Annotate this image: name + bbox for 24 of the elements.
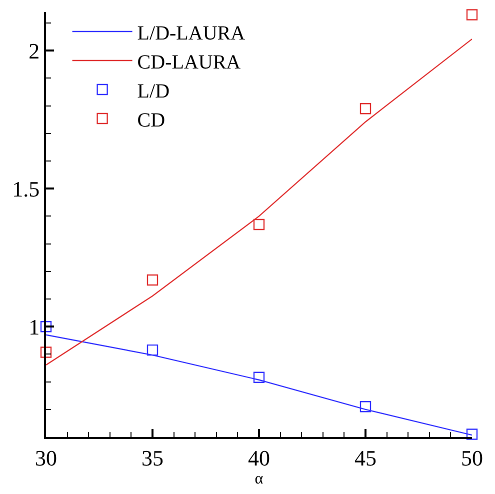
point bbox=[146, 274, 158, 286]
point bbox=[40, 346, 52, 358]
x-axis-title: α bbox=[254, 470, 264, 488]
point bbox=[466, 9, 478, 20]
legend-label: L/D-LAURA bbox=[137, 22, 246, 44]
x-tick-label: 40 bbox=[248, 445, 270, 470]
point bbox=[360, 401, 372, 412]
point bbox=[146, 344, 158, 356]
x-tick-label: 50 bbox=[461, 445, 483, 470]
point bbox=[253, 218, 265, 230]
line-series bbox=[46, 38, 472, 366]
legend-label: CD-LAURA bbox=[137, 51, 242, 74]
y-tick-label: 1 bbox=[28, 314, 40, 340]
point bbox=[253, 372, 265, 383]
point bbox=[466, 428, 478, 440]
x-tick-label: 45 bbox=[354, 445, 376, 470]
legend-label: CD bbox=[137, 109, 166, 132]
point bbox=[360, 102, 372, 114]
x-tick-label: 30 bbox=[35, 445, 57, 470]
x-tick-label: 35 bbox=[142, 445, 164, 470]
y-tick-label: 1.5 bbox=[12, 176, 40, 202]
point bbox=[40, 321, 52, 332]
y-tick-label: 2 bbox=[28, 38, 40, 64]
legend-label: L/D bbox=[137, 80, 170, 102]
